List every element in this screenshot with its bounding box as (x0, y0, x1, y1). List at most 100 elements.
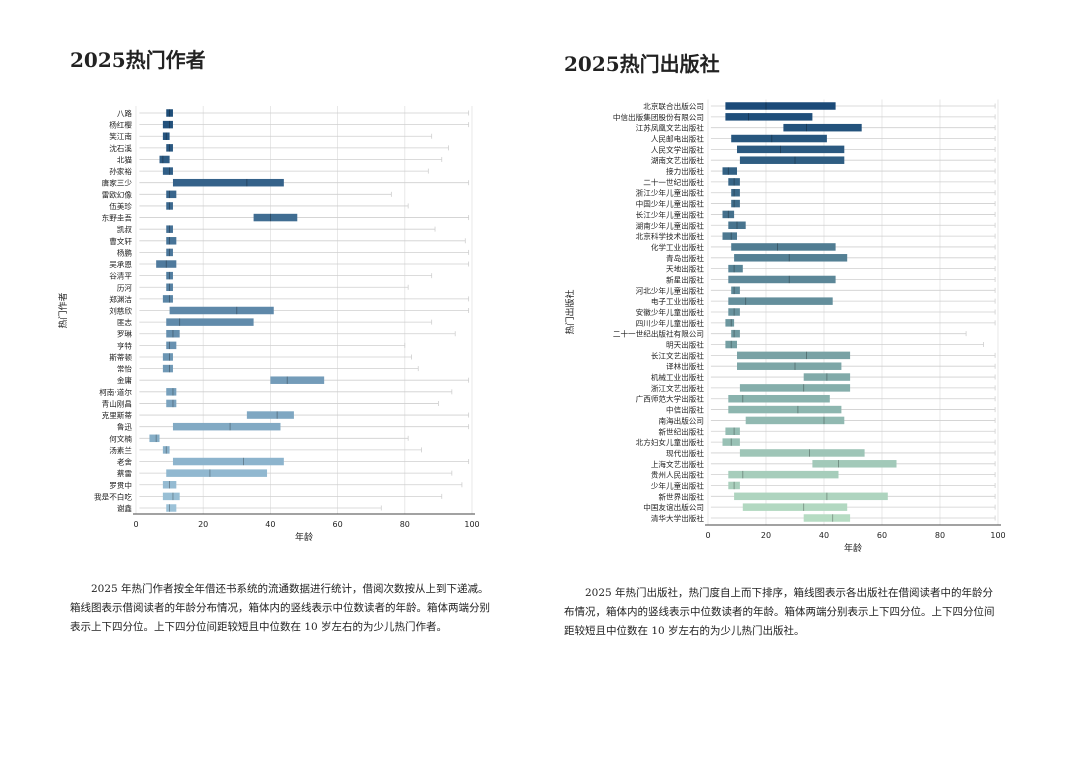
box (728, 264, 743, 273)
box (149, 434, 160, 443)
caption-publishers: 2025 年热门出版社，热门度自上而下排序，箱线图表示各出版社在借阅读者中的年龄… (564, 587, 995, 637)
box (166, 190, 177, 199)
category-label: 北京科学技术出版社 (636, 231, 705, 241)
category-label: 历河 (117, 283, 133, 292)
category-label: 中国少年儿童出版社 (636, 199, 705, 209)
category-label: 罗琳 (117, 329, 133, 339)
category-label: 安徽少年儿童出版社 (636, 307, 705, 317)
category-label: 唐家三少 (102, 178, 133, 188)
category-label: 浙江少年儿童出版社 (636, 188, 705, 198)
chart-title-publishers: 2025热门出版社 (564, 52, 720, 76)
box (728, 221, 746, 230)
x-axis-label: 年龄 (844, 542, 862, 554)
category-label: 浙江文艺出版社 (651, 383, 705, 393)
box (166, 318, 254, 326)
x-axis-label: 年龄 (295, 531, 313, 543)
category-label: 新世界出版社 (658, 491, 704, 501)
category-label: 人民邮电出版社 (651, 134, 705, 144)
category-label: 亨特 (117, 340, 133, 350)
x-tick-label: 0 (133, 520, 138, 529)
box (731, 329, 740, 338)
category-label: 河北少年儿童出版社 (636, 285, 705, 295)
box (728, 308, 740, 316)
category-label: 郑渊洁 (109, 294, 132, 304)
box (731, 243, 836, 251)
box (166, 144, 173, 152)
panel-hot-publishers: 2025热门出版社 北京联合出版公司 中信出版集团股份有限公司 江苏凤凰文艺出版社人… (540, 0, 1080, 764)
category-label: 凯叔 (117, 224, 133, 234)
category-label: 青岛出版社 (666, 253, 704, 263)
category-label: 斯蒂顿 (109, 352, 132, 362)
category-label: 明天出版社 (666, 340, 704, 350)
box (166, 271, 173, 280)
box (253, 213, 298, 222)
x-tick-label: 20 (198, 520, 208, 529)
y-axis-label: 热门出版社 (564, 289, 576, 334)
category-label: 金庸 (117, 375, 133, 385)
box (162, 120, 173, 129)
publishers-boxplot-chart: 北京联合出版公司中信出版集团股份有限公司江苏凤凰文艺出版社人民邮电出版社人民文学… (564, 99, 1006, 554)
category-label: 中信出版社 (666, 405, 704, 415)
box (166, 504, 177, 512)
category-label: 现代出版社 (666, 448, 704, 458)
box (166, 202, 173, 210)
box (725, 113, 813, 121)
category-label: 青山刚昌 (102, 398, 132, 408)
box (734, 492, 888, 501)
panel-hot-authors: 2025热门作者 八路 杨红樱 笑江南 沈石溪 北猫 孙家裕 唐家三少 雷欧幻像 伍美珍 东野圭吾… (57, 48, 490, 633)
category-label: 长江文艺出版社 (651, 350, 705, 360)
category-label: 四川少年儿童出版社 (636, 318, 705, 328)
box (166, 469, 268, 477)
x-tick-label: 60 (877, 531, 887, 540)
category-label: 杨鹏 (117, 247, 133, 257)
category-label: 汤素兰 (109, 445, 132, 455)
y-axis-label: 热门作者 (57, 292, 69, 328)
category-label: 雷欧幻像 (102, 189, 133, 199)
category-label: 孙家裕 (109, 166, 132, 176)
box (166, 109, 173, 117)
category-label: 中国友谊出版公司 (643, 502, 704, 512)
category-label: 常怡 (117, 364, 133, 374)
category-label: 北京联合出版公司 (643, 101, 704, 111)
x-tick-label: 0 (705, 531, 710, 540)
category-label: 我是不白吃 (94, 491, 132, 501)
category-label: 接力出版社 (666, 166, 704, 176)
box (162, 132, 170, 140)
box (803, 373, 851, 381)
category-label: 化学工业出版社 (651, 242, 705, 252)
box (737, 362, 842, 370)
category-label: 吴承恩 (109, 260, 132, 269)
category-label: 克里斯蒂 (102, 410, 133, 420)
box (722, 438, 740, 446)
category-label: 北方妇女儿童出版社 (636, 437, 705, 447)
box (162, 167, 173, 175)
category-label: 长江少年儿童出版社 (636, 209, 705, 219)
box (737, 145, 845, 154)
x-tick-label: 80 (935, 531, 945, 540)
category-label: 老舍 (117, 457, 133, 467)
box (162, 446, 170, 454)
box (166, 399, 177, 408)
category-label: 鲁迅 (117, 422, 133, 432)
category-label: 笑江南 (109, 131, 132, 141)
box (728, 405, 842, 414)
box (162, 295, 173, 303)
category-label: 清华大学出版社 (651, 513, 705, 523)
box (783, 123, 862, 132)
category-label: 中信出版集团股份有限公司 (613, 112, 704, 122)
box (162, 492, 180, 501)
box (725, 427, 740, 436)
box (728, 470, 839, 479)
category-label: 机械工业出版社 (651, 372, 705, 382)
x-tick-label: 40 (265, 520, 275, 529)
box (728, 297, 833, 305)
box (739, 449, 865, 457)
category-label: 沈石溪 (109, 143, 132, 153)
box (166, 237, 177, 245)
box (731, 286, 740, 295)
category-label: 匪志 (117, 317, 133, 327)
box (728, 275, 836, 284)
box (166, 283, 173, 292)
box (731, 199, 740, 208)
category-label: 新世纪出版社 (658, 426, 704, 436)
